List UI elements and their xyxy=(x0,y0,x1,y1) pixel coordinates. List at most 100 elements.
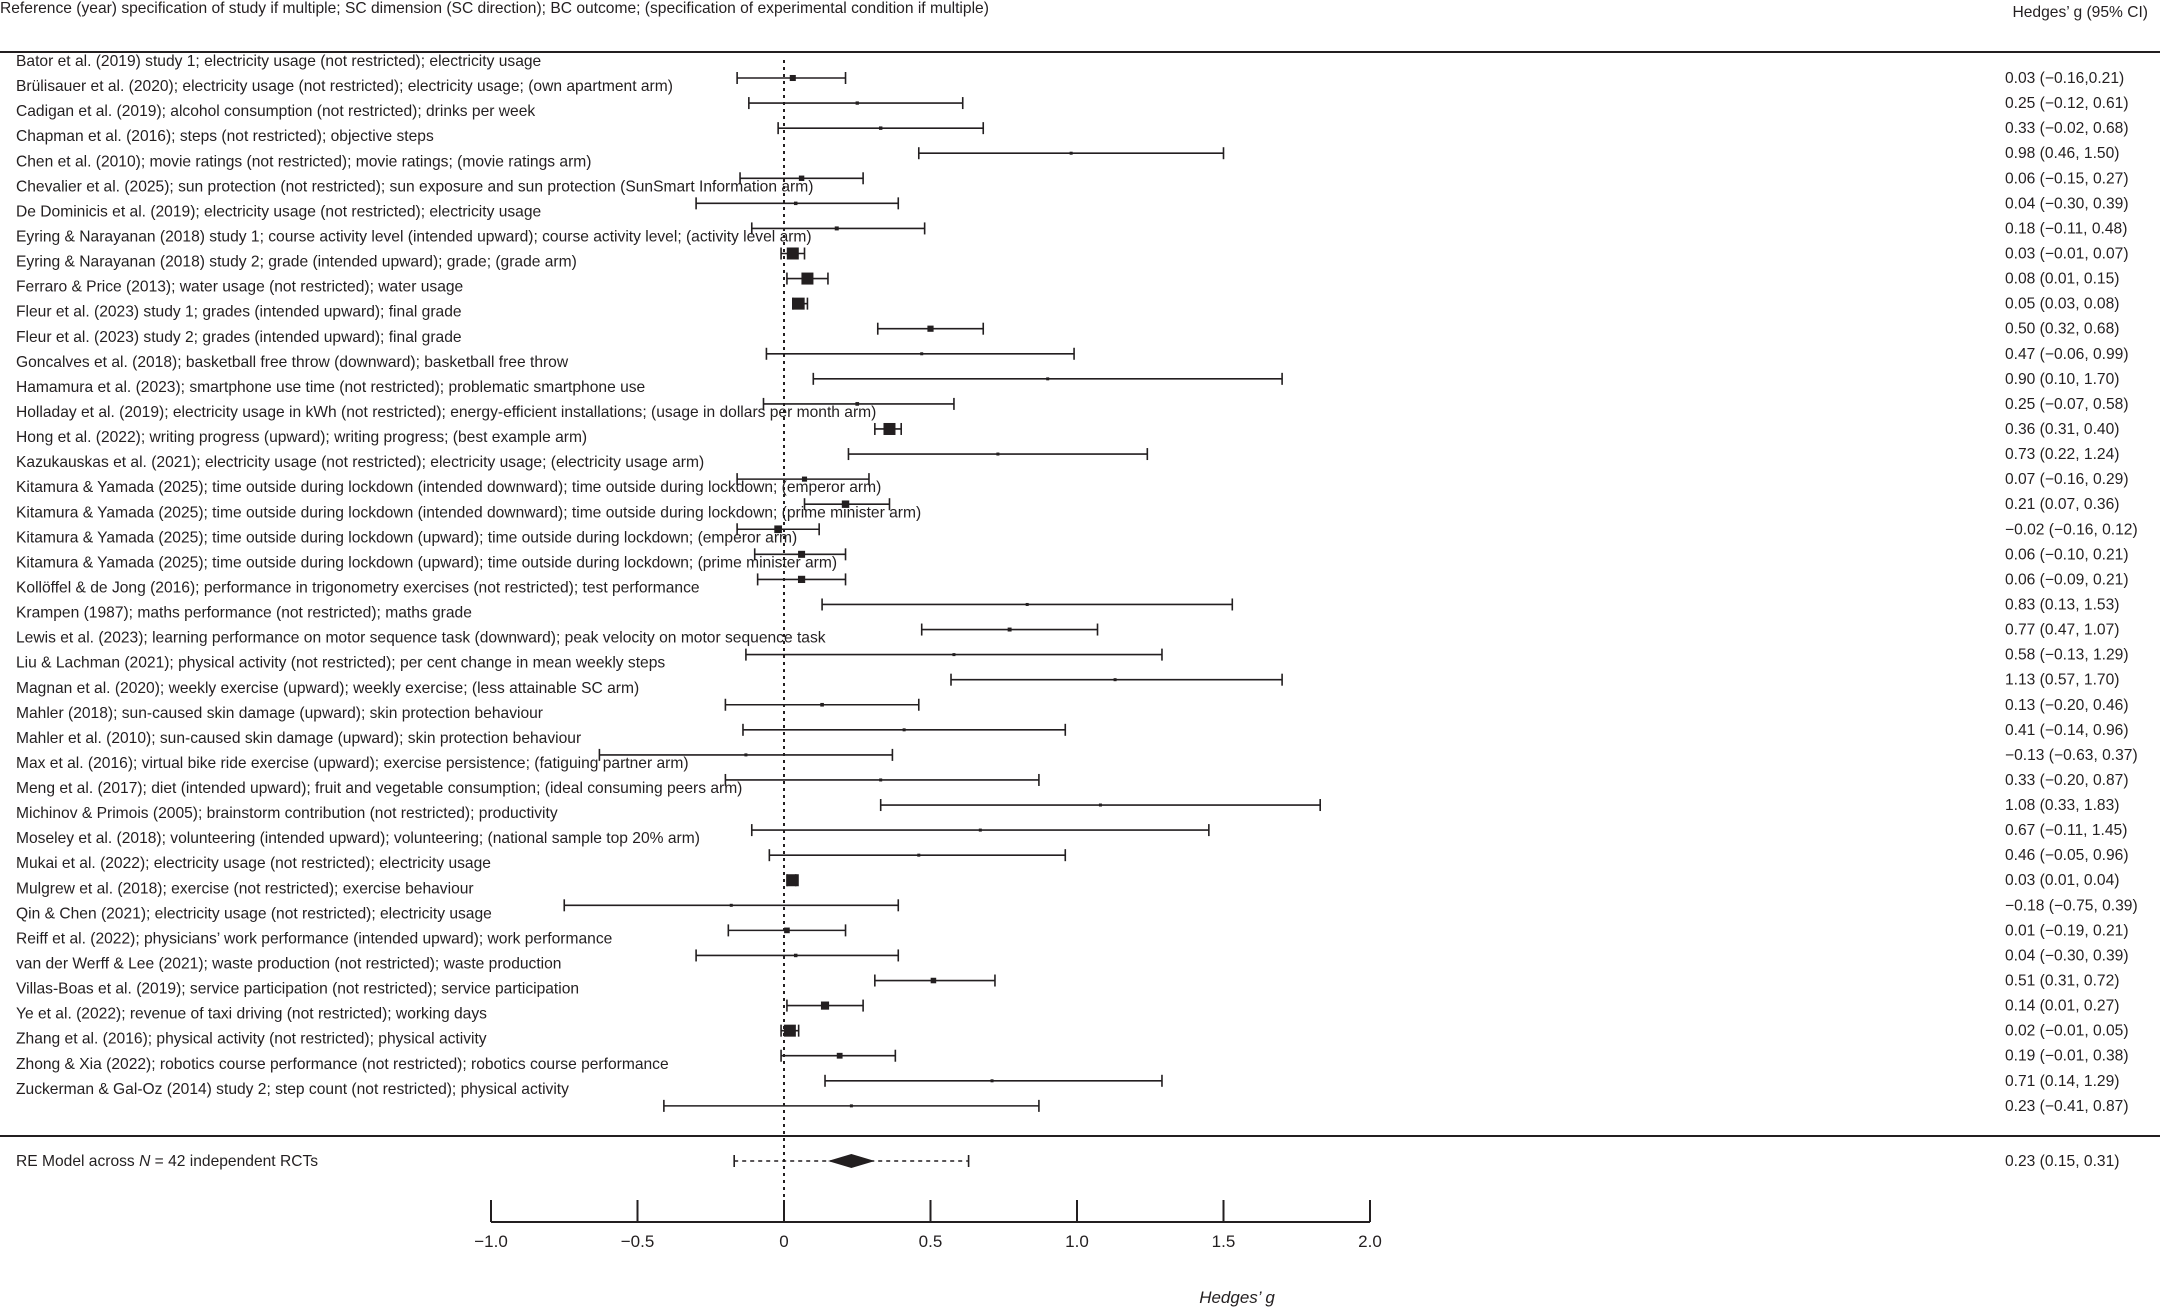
ci-text: 0.06 (−0.09, 0.21) xyxy=(2005,571,2129,588)
study-row: Reiff et al. (2022); physicians’ work pe… xyxy=(16,930,2129,964)
study-row: Qin & Chen (2021); electricity usage (no… xyxy=(16,905,2129,939)
effect-marker xyxy=(920,352,924,356)
study-row: Ferraro & Price (2013); water usage (not… xyxy=(16,279,2119,313)
study-row: Goncalves et al. (2018); basketball free… xyxy=(16,354,2119,388)
effect-marker xyxy=(786,874,799,887)
study-label: Eyring & Narayanan (2018) study 1; cours… xyxy=(16,228,812,245)
study-row: Magnan et al. (2020); weekly exercise (u… xyxy=(16,680,2129,714)
ci-text: 0.58 (−0.13, 1.29) xyxy=(2005,647,2129,664)
effect-marker xyxy=(783,1024,796,1037)
study-row: Zhang et al. (2016); physical activity (… xyxy=(16,1031,2129,1065)
ci-text: 0.01 (−0.19, 0.21) xyxy=(2005,922,2129,939)
study-label: Holladay et al. (2019); electricity usag… xyxy=(16,404,876,421)
study-rows: Bator et al. (2019) study 1; electricity… xyxy=(16,53,2138,1115)
effect-marker xyxy=(952,653,956,657)
ci-text: 0.13 (−0.20, 0.46) xyxy=(2005,697,2129,714)
effect-marker xyxy=(786,247,799,260)
study-row: Michinov & Primois (2005); brainstorm co… xyxy=(16,805,2127,839)
effect-marker xyxy=(798,175,805,181)
effect-marker xyxy=(990,1079,994,1083)
ci-text: −0.02 (−0.16, 0.12) xyxy=(2005,521,2138,538)
effect-marker xyxy=(878,126,883,130)
ci-text: 0.02 (−0.01, 0.05) xyxy=(2005,1023,2129,1040)
effect-marker xyxy=(855,101,859,105)
study-label: Max et al. (2016); virtual bike ride exe… xyxy=(16,755,689,772)
study-label: Hamamura et al. (2023); smartphone use t… xyxy=(16,379,645,396)
study-row: Kitamura & Yamada (2025); time outside d… xyxy=(16,529,2129,563)
effect-marker xyxy=(797,575,806,584)
effect-marker xyxy=(1046,377,1050,381)
study-row: Eyring & Narayanan (2018) study 1; cours… xyxy=(16,228,2129,262)
x-tick-label: 0.5 xyxy=(919,1232,943,1251)
effect-marker xyxy=(793,201,798,206)
ci-text: 0.77 (0.47, 1.07) xyxy=(2005,622,2119,639)
study-label: Brülisauer et al. (2020); electricity us… xyxy=(16,78,673,95)
study-label: Ferraro & Price (2013); water usage (not… xyxy=(16,279,463,296)
study-row: Holladay et al. (2019); electricity usag… xyxy=(16,404,2119,438)
study-row: Hamamura et al. (2023); smartphone use t… xyxy=(16,379,2129,413)
study-row: Lewis et al. (2023); learning performanc… xyxy=(16,630,2129,664)
ci-text: 1.13 (0.57, 1.70) xyxy=(2005,672,2119,689)
summary-row: RE Model across N = 42 independent RCTs … xyxy=(16,1153,2119,1170)
study-label: Kitamura & Yamada (2025); time outside d… xyxy=(16,479,881,496)
ci-text: 0.07 (−0.16, 0.29) xyxy=(2005,471,2129,488)
effect-marker xyxy=(836,1052,843,1059)
ci-text: 0.33 (−0.20, 0.87) xyxy=(2005,772,2129,789)
effect-marker xyxy=(729,903,733,907)
study-row: Kitamura & Yamada (2025); time outside d… xyxy=(16,479,2119,513)
ci-text: 0.71 (0.14, 1.29) xyxy=(2005,1073,2119,1090)
study-label: Fleur et al. (2023) study 1; grades (int… xyxy=(16,304,462,321)
effect-marker xyxy=(1007,627,1012,632)
ci-text: 0.36 (0.31, 0.40) xyxy=(2005,421,2119,438)
study-row: Zuckerman & Gal-Oz (2014) study 2; step … xyxy=(16,1081,2129,1115)
ci-text: 0.04 (−0.30, 0.39) xyxy=(2005,195,2129,212)
study-row: Kitamura & Yamada (2025); time outside d… xyxy=(16,554,2129,588)
study-label: Chen et al. (2010); movie ratings (not r… xyxy=(16,153,591,170)
study-row: van der Werff & Lee (2021); waste produc… xyxy=(16,956,2119,990)
effect-marker xyxy=(917,853,921,857)
study-row: Fleur et al. (2023) study 2; grades (int… xyxy=(16,329,2129,363)
ci-text: 0.50 (0.32, 0.68) xyxy=(2005,321,2119,338)
effect-marker xyxy=(789,74,796,82)
study-row: Brülisauer et al. (2020); electricity us… xyxy=(16,78,2129,112)
effect-marker xyxy=(879,778,883,782)
study-label: Mahler et al. (2010); sun-caused skin da… xyxy=(16,730,581,747)
column-header-left: Reference (year) specification of study … xyxy=(0,0,989,17)
study-row: Fleur et al. (2023) study 1; grades (int… xyxy=(16,304,2119,338)
effect-marker xyxy=(930,977,937,984)
study-row: Kazukauskas et al. (2021); electricity u… xyxy=(16,454,2129,488)
effect-marker xyxy=(996,452,1000,456)
study-label: Kollöffel & de Jong (2016); performance … xyxy=(16,579,700,596)
study-row: Kollöffel & de Jong (2016); performance … xyxy=(16,579,2119,613)
study-row: Krampen (1987); maths performance (not r… xyxy=(16,605,2119,639)
study-label: Chapman et al. (2016); steps (not restri… xyxy=(16,128,434,145)
study-label: Magnan et al. (2020); weekly exercise (u… xyxy=(16,680,639,697)
ci-text: 1.08 (0.33, 1.83) xyxy=(2005,797,2119,814)
effect-marker xyxy=(744,753,748,757)
effect-marker xyxy=(834,226,839,231)
study-label: Kitamura & Yamada (2025); time outside d… xyxy=(16,504,921,521)
study-label: Liu & Lachman (2021); physical activity … xyxy=(16,655,665,672)
ci-text: 0.33 (−0.02, 0.68) xyxy=(2005,120,2129,137)
effect-marker xyxy=(801,272,814,285)
ci-text: 0.08 (0.01, 0.15) xyxy=(2005,271,2119,288)
x-tick-label: 2.0 xyxy=(1358,1232,1382,1251)
study-row: Chevalier et al. (2025); sun protection … xyxy=(16,178,2129,212)
study-label: Kitamura & Yamada (2025); time outside d… xyxy=(16,529,797,546)
effect-marker xyxy=(798,550,806,558)
study-row: Mulgrew et al. (2018); exercise (not res… xyxy=(16,880,2138,914)
study-row: Zhong & Xia (2022); robotics course perf… xyxy=(16,1056,2119,1090)
effect-marker xyxy=(978,828,982,832)
x-tick-label: 0 xyxy=(779,1232,788,1251)
ci-text: −0.18 (−0.75, 0.39) xyxy=(2005,897,2138,914)
study-row: Kitamura & Yamada (2025); time outside d… xyxy=(16,504,2138,538)
study-label: Bator et al. (2019) study 1; electricity… xyxy=(16,53,541,70)
ci-text: 0.06 (−0.10, 0.21) xyxy=(2005,546,2129,563)
study-row: Eyring & Narayanan (2018) study 2; grade… xyxy=(16,254,2119,288)
ci-text: 0.03 (−0.01, 0.07) xyxy=(2005,245,2129,262)
ci-text: 0.19 (−0.01, 0.38) xyxy=(2005,1048,2129,1065)
effect-marker xyxy=(1113,678,1117,682)
ci-text: 0.47 (−0.06, 0.99) xyxy=(2005,346,2129,363)
effect-marker xyxy=(792,297,805,310)
ci-text: 0.25 (−0.12, 0.61) xyxy=(2005,95,2129,112)
